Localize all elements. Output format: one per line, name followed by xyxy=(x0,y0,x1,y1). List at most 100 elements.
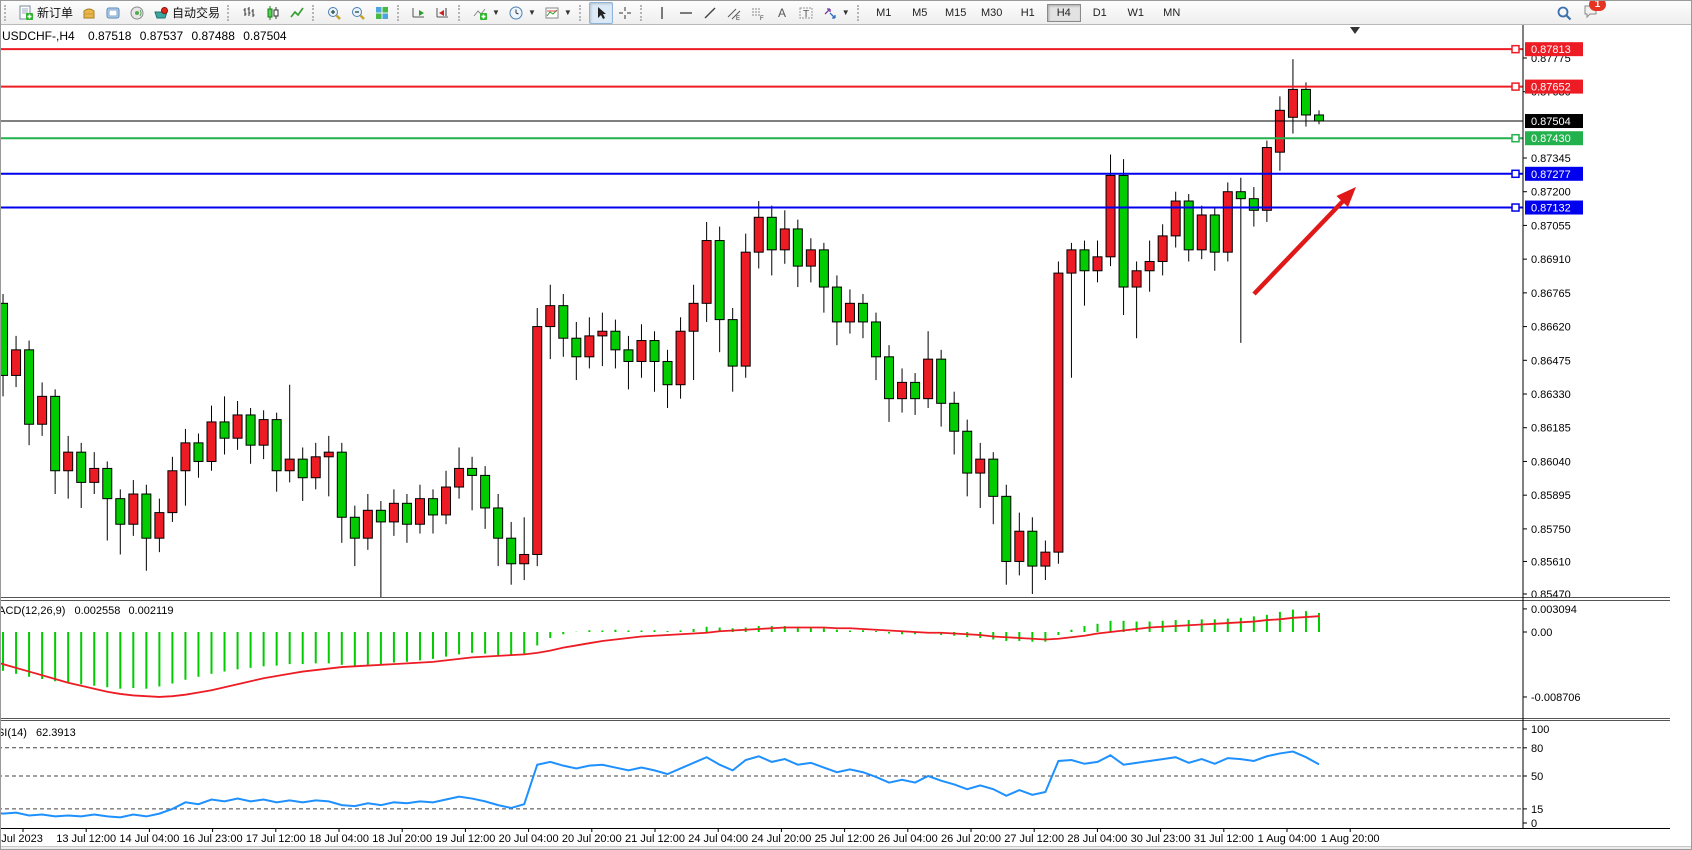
timeframe-button-w1[interactable]: W1 xyxy=(1127,6,1144,19)
vertical-line-button[interactable] xyxy=(650,2,674,24)
bull-candle xyxy=(1261,147,1272,211)
search-icon[interactable] xyxy=(1556,5,1572,21)
periods-icon xyxy=(508,5,524,21)
arrows-button[interactable]: ▼ xyxy=(818,2,854,24)
toolbar-grip[interactable] xyxy=(578,4,586,21)
macd-tick-label: 0.003094 xyxy=(1531,604,1577,616)
timeframe-button-m5[interactable]: M5 xyxy=(912,6,928,19)
bull-candle xyxy=(1092,256,1103,272)
time-tick-label: 18 Jul 20:00 xyxy=(372,833,432,845)
time-tick-label: 17 Jul 12:00 xyxy=(246,833,306,845)
text-icon: A xyxy=(774,5,790,21)
cursor-button[interactable] xyxy=(588,1,613,24)
svg-text:T: T xyxy=(803,9,809,20)
horizontal-line-button[interactable] xyxy=(674,2,698,24)
timeframe-button-m1[interactable]: M1 xyxy=(876,6,892,19)
bear-candle xyxy=(193,442,204,462)
hline-price-label: 0.87277 xyxy=(1531,169,1571,181)
bear-candle xyxy=(871,321,881,358)
bar-chart-button[interactable] xyxy=(237,2,261,24)
crosshair-button[interactable] xyxy=(613,2,637,24)
toolbar-grip[interactable] xyxy=(397,4,404,21)
timeframe-button-mn[interactable]: MN xyxy=(1163,6,1181,19)
window-bottom-edge xyxy=(1,846,1691,849)
bull-candle xyxy=(923,358,934,400)
price-tick-label: 0.86185 xyxy=(1531,423,1571,435)
navigator-button[interactable] xyxy=(125,2,149,24)
bull-candle xyxy=(1157,235,1168,262)
channel-button[interactable]: E xyxy=(722,2,746,24)
hline-handle[interactable] xyxy=(1511,133,1520,143)
timeframe-button-m30[interactable]: M30 xyxy=(981,6,1003,19)
toolbar-grip[interactable] xyxy=(227,4,234,21)
arrow-shaft[interactable] xyxy=(1252,198,1346,296)
time-tick-label: 26 Jul 04:00 xyxy=(878,833,938,845)
toolbar-grip[interactable] xyxy=(4,4,11,21)
hline-handle[interactable] xyxy=(1511,44,1520,54)
fibonacci-button[interactable]: F xyxy=(746,2,770,24)
arrow-annotation[interactable] xyxy=(1252,187,1356,296)
bull-candle xyxy=(1170,200,1181,237)
price-tick-label: 0.85610 xyxy=(1531,556,1571,568)
bull-candle xyxy=(362,509,373,539)
bull-candle xyxy=(1144,260,1155,272)
templates-button[interactable]: ▼ xyxy=(540,2,576,24)
indicators-button[interactable]: ▼ xyxy=(468,2,504,24)
not отificications-button[interactable]: 1 xyxy=(1582,1,1606,23)
price-axis[interactable]: 0.877750.876300.873450.872000.870550.869… xyxy=(1523,42,1583,601)
bear-candle xyxy=(271,419,282,472)
bull-candle xyxy=(688,302,699,332)
timeframe-button-d1[interactable]: D1 xyxy=(1092,6,1107,19)
bear-candle xyxy=(141,493,152,539)
bull-candle xyxy=(675,330,686,386)
toolbar-grip[interactable] xyxy=(458,4,465,21)
auto-scroll-button[interactable] xyxy=(407,2,431,24)
price-tick-label: 0.87200 xyxy=(1531,187,1571,199)
hline-handle[interactable] xyxy=(1511,203,1520,212)
timeframe-button-h1[interactable]: H1 xyxy=(1020,6,1035,19)
candlestick-chart-button[interactable] xyxy=(261,2,285,24)
chart-shift-marker[interactable] xyxy=(1350,27,1360,34)
bull-candle xyxy=(154,512,165,539)
trendline-button[interactable] xyxy=(698,2,722,24)
rsi-level-label: 50 xyxy=(1531,771,1543,783)
toolbar-grip[interactable] xyxy=(856,4,864,21)
bear-candle xyxy=(936,358,947,404)
hline-price-label-bg xyxy=(1525,200,1583,215)
toolbar-grip[interactable] xyxy=(312,4,319,21)
time-tick-label: 25 Jul 12:00 xyxy=(815,833,875,845)
main-toolbar: 新订单 自动交易 xyxy=(1,1,1691,25)
zoom-in-button[interactable] xyxy=(322,2,346,24)
zoom-out-button[interactable] xyxy=(346,2,370,24)
bear-candle xyxy=(115,498,126,525)
chevron-down-icon: ▼ xyxy=(563,8,572,17)
timeframe-button-h4[interactable]: H4 xyxy=(1046,3,1081,22)
bull-candle xyxy=(1287,88,1298,118)
hline-handle[interactable] xyxy=(1511,169,1520,179)
periods-button[interactable]: ▼ xyxy=(504,2,540,24)
market-watch-button[interactable] xyxy=(77,2,101,24)
bear-candle xyxy=(375,509,386,523)
text-label-button[interactable]: T xyxy=(794,2,818,24)
toolbar-right-group: 1 xyxy=(1556,1,1606,23)
time-tick-label: 21 Jul 12:00 xyxy=(625,833,685,845)
bear-candle xyxy=(766,216,777,251)
price-tick-label: 0.86475 xyxy=(1531,355,1571,367)
chevron-down-icon: ▼ xyxy=(841,8,850,17)
bear-candle xyxy=(662,360,673,386)
line-chart-button[interactable] xyxy=(285,2,309,24)
timeframe-button-m15[interactable]: M15 xyxy=(945,6,967,19)
text-button[interactable]: A xyxy=(770,2,794,24)
new-order-button[interactable]: 新订单 xyxy=(14,2,77,24)
autotrading-button[interactable]: 自动交易 xyxy=(149,2,224,24)
data-window-button[interactable] xyxy=(101,2,125,24)
hline-price-label-bg xyxy=(1525,42,1583,57)
bear-candle xyxy=(884,356,895,400)
chart-shift-button[interactable] xyxy=(431,2,455,24)
tile-windows-button[interactable] xyxy=(370,2,394,24)
bear-candle xyxy=(1235,191,1246,200)
hline-handle[interactable] xyxy=(1511,82,1520,91)
horizontal-line-objects xyxy=(1,44,1523,212)
toolbar-grip[interactable] xyxy=(639,4,647,21)
